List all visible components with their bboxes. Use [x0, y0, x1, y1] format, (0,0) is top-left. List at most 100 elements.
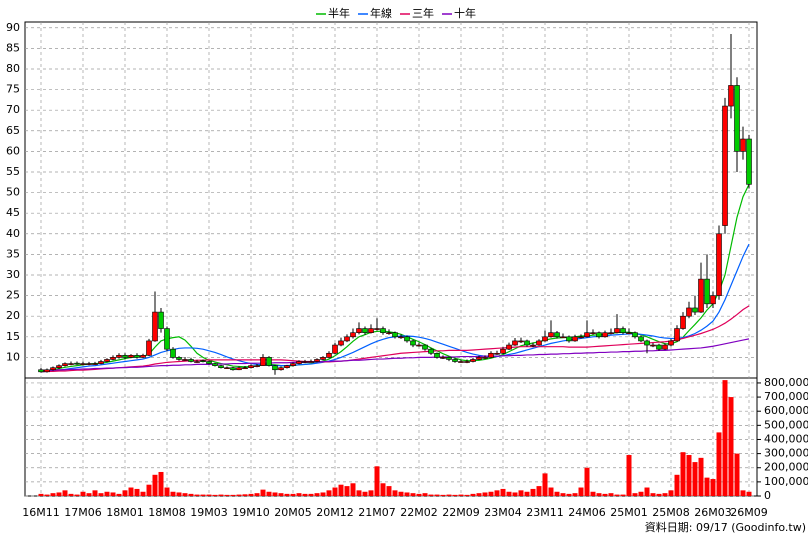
volume-bar	[116, 493, 122, 496]
volume-bar	[620, 494, 626, 496]
candle-body	[194, 361, 200, 363]
y-tick-label: 40	[6, 227, 20, 240]
volume-bar	[56, 492, 62, 496]
volume-bar	[398, 491, 404, 496]
volume-bar	[224, 494, 230, 496]
candle-body	[668, 340, 674, 346]
candle-body	[176, 357, 182, 360]
y2-tick-label: 400,000	[764, 432, 808, 445]
candle-body	[542, 336, 548, 342]
candle-body	[302, 361, 308, 363]
candle-body	[62, 363, 68, 366]
volume-bar	[374, 466, 380, 496]
volume-bar	[614, 494, 620, 496]
candle-body	[464, 361, 470, 363]
candle-body	[746, 138, 752, 185]
volume-bar	[728, 397, 734, 496]
candle-body	[152, 311, 158, 342]
y-tick-label: 55	[6, 165, 20, 178]
volume-bar	[212, 494, 218, 496]
volume-bar	[572, 493, 578, 496]
y-tick-label: 15	[6, 330, 20, 343]
candle-body	[230, 367, 236, 371]
candle-body	[68, 363, 74, 365]
candle-body	[158, 311, 164, 329]
x-tick-label: 26M09	[730, 506, 768, 519]
volume-bar	[272, 492, 278, 496]
volume-bar	[716, 432, 722, 496]
volume-bar	[128, 487, 134, 496]
y-tick-label: 20	[6, 309, 20, 322]
y-tick-label: 90	[6, 21, 20, 34]
volume-bar	[722, 380, 728, 496]
volume-bar	[134, 488, 140, 496]
volume-bar	[578, 487, 584, 496]
candle-body	[290, 363, 296, 366]
legend-label: 十年	[454, 6, 476, 20]
candle-body	[692, 307, 698, 313]
volume-bar	[464, 494, 470, 496]
candle-body	[134, 355, 140, 358]
volume-bar	[332, 487, 338, 496]
y2-tick-label: 200,000	[764, 461, 808, 474]
candle-body	[572, 336, 578, 342]
candle-body	[422, 344, 428, 350]
volume-bar	[422, 493, 428, 496]
volume-bar	[584, 467, 590, 496]
volume-bar	[320, 492, 326, 496]
volume-bar	[362, 491, 368, 496]
candle-body	[92, 363, 98, 365]
candle-body	[656, 344, 662, 350]
volume-bar	[596, 493, 602, 496]
volume-bar	[608, 493, 614, 496]
volume-bar	[416, 493, 422, 496]
volume-bar	[386, 486, 392, 496]
candle-body	[308, 361, 314, 363]
candle-body	[566, 336, 572, 342]
volume-bar	[290, 493, 296, 496]
candle-body	[536, 340, 542, 346]
candle-body	[368, 328, 374, 333]
candle-body	[380, 328, 386, 333]
candle-body	[164, 328, 170, 350]
candle-body	[488, 352, 494, 358]
y-tick-label: 35	[6, 247, 20, 260]
candle-body	[104, 359, 110, 362]
x-tick-label: 18M08	[148, 506, 186, 519]
volume-bar	[80, 491, 86, 496]
volume-bar	[110, 492, 116, 496]
candle-body	[590, 332, 596, 334]
x-tick-label: 19M10	[232, 506, 270, 519]
volume-bar	[566, 493, 572, 496]
candle-body	[638, 336, 644, 342]
candle-body	[698, 278, 704, 313]
candle-body	[278, 367, 284, 371]
candle-body	[662, 344, 668, 350]
candle-body	[110, 357, 116, 360]
ma-line	[40, 305, 750, 373]
candle-body	[356, 328, 362, 333]
volume-bar	[440, 494, 446, 496]
candle-body	[344, 336, 350, 342]
x-tick-label: 20M12	[316, 506, 354, 519]
x-tick-label: 17M06	[64, 506, 102, 519]
volume-bar	[410, 493, 416, 496]
candle-body	[398, 336, 404, 339]
candle-body	[518, 340, 524, 343]
volume-bar	[218, 494, 224, 496]
x-tick-label: 19M03	[190, 506, 228, 519]
volume-bar	[392, 490, 398, 496]
candle-body	[296, 361, 302, 364]
candle-body	[140, 355, 146, 358]
volume-bar	[668, 490, 674, 496]
volume-bar	[296, 493, 302, 496]
volume-bar	[548, 487, 554, 496]
candle-body	[452, 359, 458, 362]
candle-body	[404, 336, 410, 342]
volume-bar	[158, 471, 164, 496]
volume-bar	[350, 483, 356, 496]
candle-body	[128, 355, 134, 358]
volume-bar	[656, 493, 662, 496]
y2-tick-label: 700,000	[764, 390, 808, 403]
